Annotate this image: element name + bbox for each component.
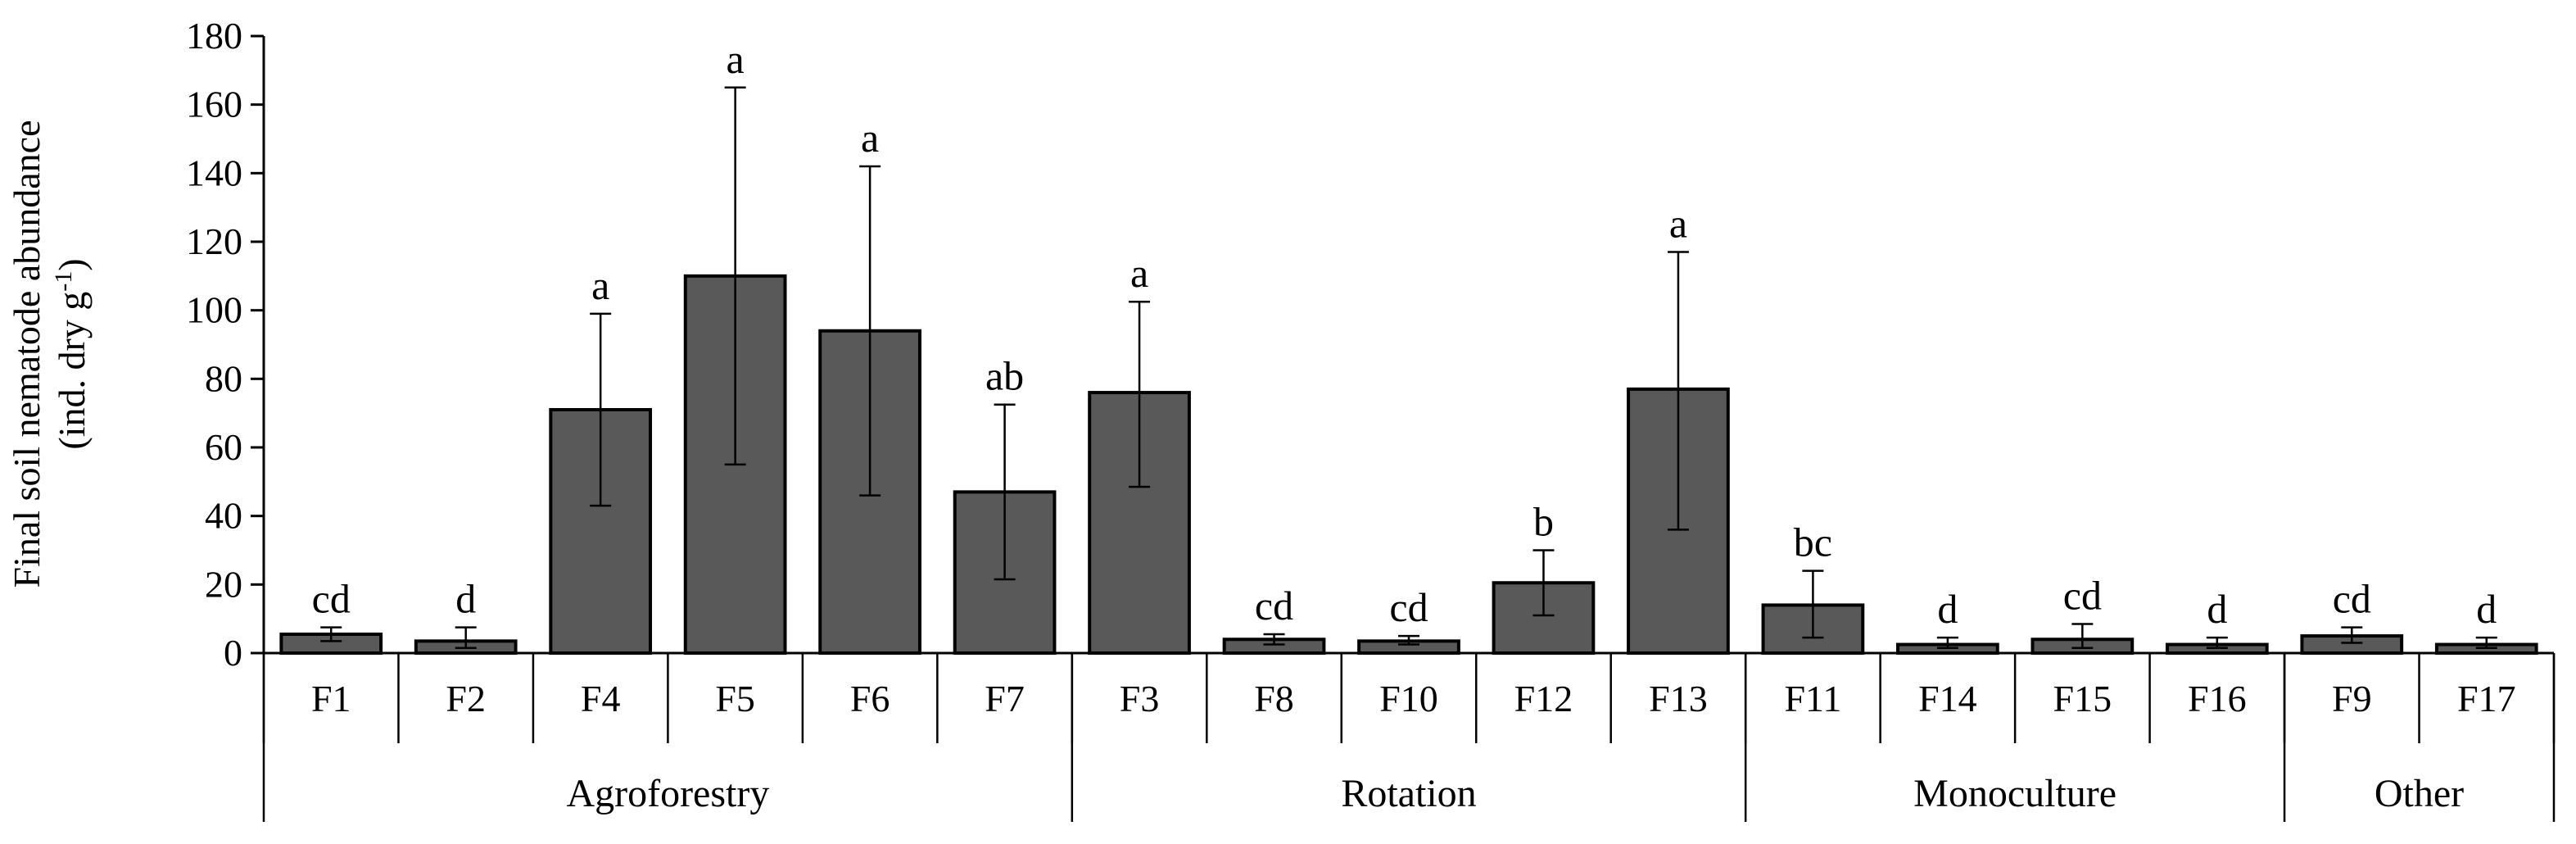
group-label-monoculture: Monoculture: [1913, 772, 2116, 815]
x-tick-label-F17: F17: [2457, 678, 2516, 719]
x-tick-label-F3: F3: [1120, 678, 1160, 719]
significance-label-F4: a: [591, 262, 609, 308]
x-tick-label-F12: F12: [1514, 678, 1573, 719]
svg-text:Final soil nematode abundance: Final soil nematode abundance: [6, 120, 48, 588]
x-tick-label-F15: F15: [2053, 678, 2112, 719]
y-axis-label-superscript: -1: [50, 271, 77, 292]
significance-label-F2: d: [455, 576, 476, 622]
significance-label-F11: bc: [1794, 520, 1832, 565]
x-tick-label-F16: F16: [2188, 678, 2247, 719]
y-tick-label-60: 60: [205, 426, 242, 468]
x-tick-label-F6: F6: [850, 678, 890, 719]
y-axis-label: Final soil nematode abundance (ind. dry …: [6, 120, 93, 588]
x-tick-label-F9: F9: [2332, 678, 2372, 719]
y-tick-label-140: 140: [186, 152, 242, 193]
y-axis-label-line2: (ind. dry g: [51, 292, 93, 450]
significance-label-F6: a: [861, 115, 879, 161]
significance-label-F16: d: [2207, 586, 2227, 632]
significance-label-F8: cd: [1255, 583, 1293, 628]
significance-label-F9: cd: [2333, 576, 2371, 622]
y-tick-label-100: 100: [186, 289, 242, 331]
significance-label-F12: b: [1533, 499, 1554, 545]
significance-label-F14: d: [1937, 586, 1958, 632]
y-tick-label-0: 0: [224, 632, 242, 674]
y-axis-label-line2-end: ): [51, 258, 93, 270]
x-tick-label-F7: F7: [985, 678, 1025, 719]
y-tick-label-120: 120: [186, 220, 242, 262]
x-tick-label-F11: F11: [1784, 678, 1841, 719]
x-tick-label-F8: F8: [1254, 678, 1294, 719]
group-label-rotation: Rotation: [1341, 772, 1476, 815]
x-tick-label-F1: F1: [311, 678, 351, 719]
y-tick-label-180: 180: [186, 15, 242, 57]
significance-label-F15: cd: [2063, 572, 2102, 618]
x-tick-label-F14: F14: [1918, 678, 1977, 719]
x-tick-label-F13: F13: [1649, 678, 1708, 719]
significance-label-F10: cd: [1389, 584, 1428, 630]
y-axis-label-line1: Final soil nematode abundance: [6, 120, 48, 588]
y-tick-label-160: 160: [186, 84, 242, 125]
x-tick-label-F5: F5: [715, 678, 755, 719]
significance-label-F17: d: [2476, 586, 2497, 632]
x-tick-label-F4: F4: [581, 678, 621, 719]
significance-label-F1: cd: [312, 576, 351, 622]
x-tick-label-F10: F10: [1379, 678, 1438, 719]
group-label-other: Other: [2375, 772, 2464, 815]
y-tick-label-40: 40: [205, 495, 242, 537]
group-label-agroforestry: Agroforestry: [566, 772, 769, 815]
y-tick-label-80: 80: [205, 357, 242, 399]
significance-label-F13: a: [1669, 201, 1687, 247]
significance-label-F5: a: [727, 36, 745, 82]
y-tick-label-20: 20: [205, 563, 242, 605]
significance-label-F7: ab: [985, 353, 1024, 399]
significance-label-F3: a: [1130, 250, 1148, 296]
svg-text:(ind. dry g-1): (ind. dry g-1): [50, 258, 93, 449]
x-tick-label-F2: F2: [446, 678, 486, 719]
